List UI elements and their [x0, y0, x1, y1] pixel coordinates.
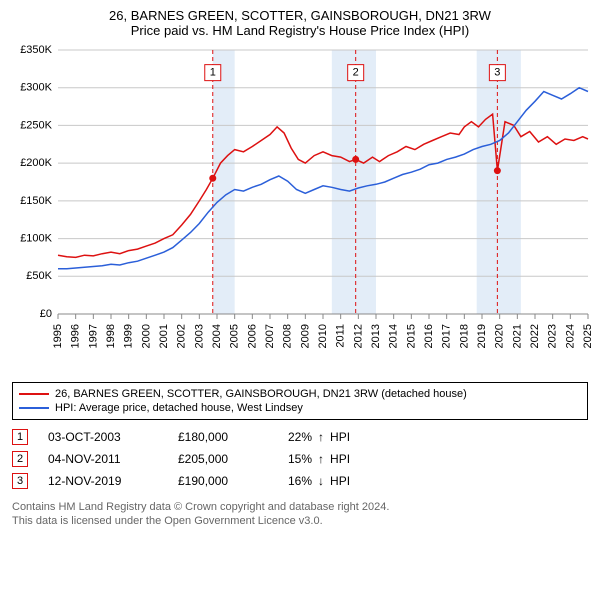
transaction-price: £190,000	[178, 474, 268, 488]
chart-title-line1: 26, BARNES GREEN, SCOTTER, GAINSBOROUGH,…	[8, 8, 592, 23]
legend-item: 26, BARNES GREEN, SCOTTER, GAINSBOROUGH,…	[19, 387, 581, 401]
transaction-date: 04-NOV-2011	[48, 452, 158, 466]
svg-text:2017: 2017	[441, 324, 453, 348]
svg-text:2009: 2009	[299, 324, 311, 348]
transaction-diff: 16% ↓ HPI	[288, 474, 350, 488]
transaction-diff-pct: 16%	[288, 474, 312, 488]
transaction-diff-pct: 22%	[288, 430, 312, 444]
transaction-date: 12-NOV-2019	[48, 474, 158, 488]
attribution-footer: Contains HM Land Registry data © Crown c…	[12, 500, 588, 529]
svg-text:1999: 1999	[123, 324, 135, 348]
svg-text:£0: £0	[40, 308, 52, 320]
transaction-diff-label: HPI	[330, 430, 350, 444]
transaction-marker: 3	[12, 473, 28, 489]
legend-swatch	[19, 407, 49, 409]
svg-text:2022: 2022	[529, 324, 541, 348]
legend-item: HPI: Average price, detached house, West…	[19, 401, 581, 415]
svg-text:1997: 1997	[87, 324, 99, 348]
transaction-date: 03-OCT-2003	[48, 430, 158, 444]
svg-text:£350K: £350K	[20, 44, 52, 56]
transaction-diff-label: HPI	[330, 452, 350, 466]
transaction-row: 3 12-NOV-2019 £190,000 16% ↓ HPI	[12, 470, 588, 492]
arrow-down-icon: ↓	[318, 474, 324, 488]
transaction-row: 1 03-OCT-2003 £180,000 22% ↑ HPI	[12, 426, 588, 448]
svg-text:2025: 2025	[582, 324, 592, 348]
svg-text:2019: 2019	[476, 324, 488, 348]
svg-text:2002: 2002	[176, 324, 188, 348]
transaction-list: 1 03-OCT-2003 £180,000 22% ↑ HPI 2 04-NOV-2011 £…	[12, 426, 588, 492]
svg-text:2011: 2011	[335, 324, 347, 348]
chart-plot-area: £0 £50K £100K £150K £200K £250K £300K £350K 1995…	[8, 44, 592, 374]
svg-text:2016: 2016	[423, 324, 435, 348]
svg-text:2008: 2008	[282, 324, 294, 348]
svg-text:£150K: £150K	[20, 195, 52, 207]
arrow-up-icon: ↑	[318, 430, 324, 444]
svg-text:3: 3	[494, 67, 500, 79]
svg-text:2024: 2024	[564, 324, 576, 348]
svg-text:£50K: £50K	[26, 270, 52, 282]
transaction-diff: 15% ↑ HPI	[288, 452, 350, 466]
svg-text:£100K: £100K	[20, 232, 52, 244]
transaction-marker: 1	[12, 429, 28, 445]
svg-text:2006: 2006	[246, 324, 258, 348]
svg-text:£250K: £250K	[20, 119, 52, 131]
transaction-price: £180,000	[178, 430, 268, 444]
chart-container: 26, BARNES GREEN, SCOTTER, GAINSBOROUGH,…	[0, 0, 600, 533]
svg-text:2014: 2014	[388, 324, 400, 348]
svg-text:2013: 2013	[370, 324, 382, 348]
chart-title-line2: Price paid vs. HM Land Registry's House …	[8, 23, 592, 38]
svg-text:2000: 2000	[140, 324, 152, 348]
transaction-marker: 2	[12, 451, 28, 467]
svg-text:1: 1	[210, 67, 216, 79]
legend-label: 26, BARNES GREEN, SCOTTER, GAINSBOROUGH,…	[55, 388, 467, 400]
arrow-up-icon: ↑	[318, 452, 324, 466]
svg-text:£300K: £300K	[20, 82, 52, 94]
transaction-diff: 22% ↑ HPI	[288, 430, 350, 444]
svg-text:2020: 2020	[494, 324, 506, 348]
transaction-diff-pct: 15%	[288, 452, 312, 466]
svg-text:2: 2	[353, 67, 359, 79]
legend-swatch	[19, 393, 49, 395]
svg-text:2015: 2015	[405, 324, 417, 348]
svg-text:2023: 2023	[547, 324, 559, 348]
svg-text:2010: 2010	[317, 324, 329, 348]
svg-text:2005: 2005	[229, 324, 241, 348]
svg-text:2021: 2021	[511, 324, 523, 348]
transaction-diff-label: HPI	[330, 474, 350, 488]
svg-text:£200K: £200K	[20, 157, 52, 169]
svg-text:2001: 2001	[158, 324, 170, 348]
svg-text:2007: 2007	[264, 324, 276, 348]
svg-text:2004: 2004	[211, 324, 223, 348]
transaction-price: £205,000	[178, 452, 268, 466]
line-chart-svg: £0 £50K £100K £150K £200K £250K £300K £350K 1995…	[8, 44, 592, 374]
svg-text:2003: 2003	[193, 324, 205, 348]
svg-text:1995: 1995	[52, 324, 64, 348]
svg-text:2012: 2012	[352, 324, 364, 348]
svg-text:1998: 1998	[105, 324, 117, 348]
transaction-row: 2 04-NOV-2011 £205,000 15% ↑ HPI	[12, 448, 588, 470]
legend-label: HPI: Average price, detached house, West…	[55, 402, 303, 414]
svg-text:1996: 1996	[70, 324, 82, 348]
footer-line1: Contains HM Land Registry data © Crown c…	[12, 500, 588, 514]
svg-text:2018: 2018	[458, 324, 470, 348]
legend: 26, BARNES GREEN, SCOTTER, GAINSBOROUGH,…	[12, 382, 588, 420]
footer-line2: This data is licensed under the Open Gov…	[12, 514, 588, 528]
